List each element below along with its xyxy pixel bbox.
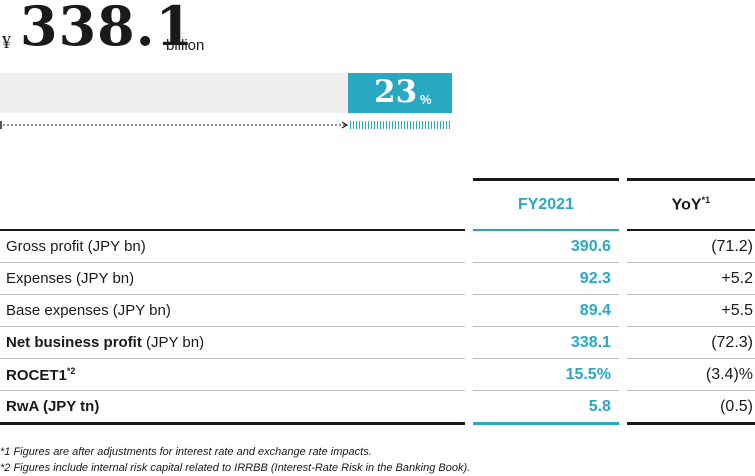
row-fy-value: 338.1 [472,326,619,359]
yoy-label: YoY [671,196,702,214]
row-label-bold: Net business profit [6,334,142,351]
table-row: Base expenses (JPY bn) 89.4 +5.5 [0,294,755,327]
row-label-rest: (JPY bn) [141,334,205,351]
row-label: Net business profit (JPY bn) [0,326,466,359]
row-fy-value: 89.4 [472,294,619,327]
table-row: Net business profit (JPY bn) 338.1 (72.3… [0,326,755,359]
headline-value: 338.1 [20,0,195,58]
table-row: RwA (JPY tn) 5.8 (0.5) [0,390,755,425]
row-label: Gross profit (JPY bn) [0,229,466,263]
share-arrow [0,121,349,129]
table-header-row: FY2021 YoY*1 [0,178,755,230]
row-yoy-value: (71.2) [626,229,755,263]
table-row: Gross profit (JPY bn) 390.6 (71.2) [0,229,755,263]
share-bar-fill: 23 % [348,73,452,113]
currency-symbol: ¥ [2,32,11,52]
share-percent-value: 23 [374,74,418,110]
row-label: RwA (JPY tn) [0,390,466,425]
row-yoy-value: (72.3) [626,326,755,359]
row-fy-value: 390.6 [472,229,619,263]
row-label-text: ROCET1 [6,366,67,384]
row-note-ref: *2 [66,365,76,376]
table-row: Expenses (JPY bn) 92.3 +5.2 [0,262,755,295]
row-fy-value: 15.5% [472,358,619,391]
table-row: ROCET1*2 15.5% (3.4)% [0,358,755,391]
share-bar-track [0,73,348,113]
row-fy-value: 92.3 [472,262,619,295]
share-percent-sign: % [420,92,432,107]
row-fy-value: 5.8 [472,390,619,425]
row-label: Base expenses (JPY bn) [0,294,466,327]
footnote: *2 Figures include internal risk capital… [0,462,471,474]
column-header-fy: FY2021 [472,178,619,230]
footnotes: *1 Figures are after adjustments for int… [0,444,470,476]
row-label: ROCET1*2 [0,358,466,391]
headline-unit: billion [166,37,205,54]
share-ticks [350,121,452,129]
row-yoy-value: (3.4)% [626,358,755,391]
column-header-yoy: YoY*1 [626,178,755,230]
headline: ¥ 338.1 billion [0,0,400,62]
row-yoy-value: (0.5) [626,390,755,425]
footnote: *1 Figures are after adjustments for int… [0,446,372,458]
row-yoy-value: +5.5 [626,294,755,327]
financial-table: FY2021 YoY*1 Gross profit (JPY bn) 390.6… [0,178,755,425]
row-label: Expenses (JPY bn) [0,262,466,295]
row-yoy-value: +5.2 [626,262,755,295]
yoy-note-ref: *1 [701,195,711,206]
